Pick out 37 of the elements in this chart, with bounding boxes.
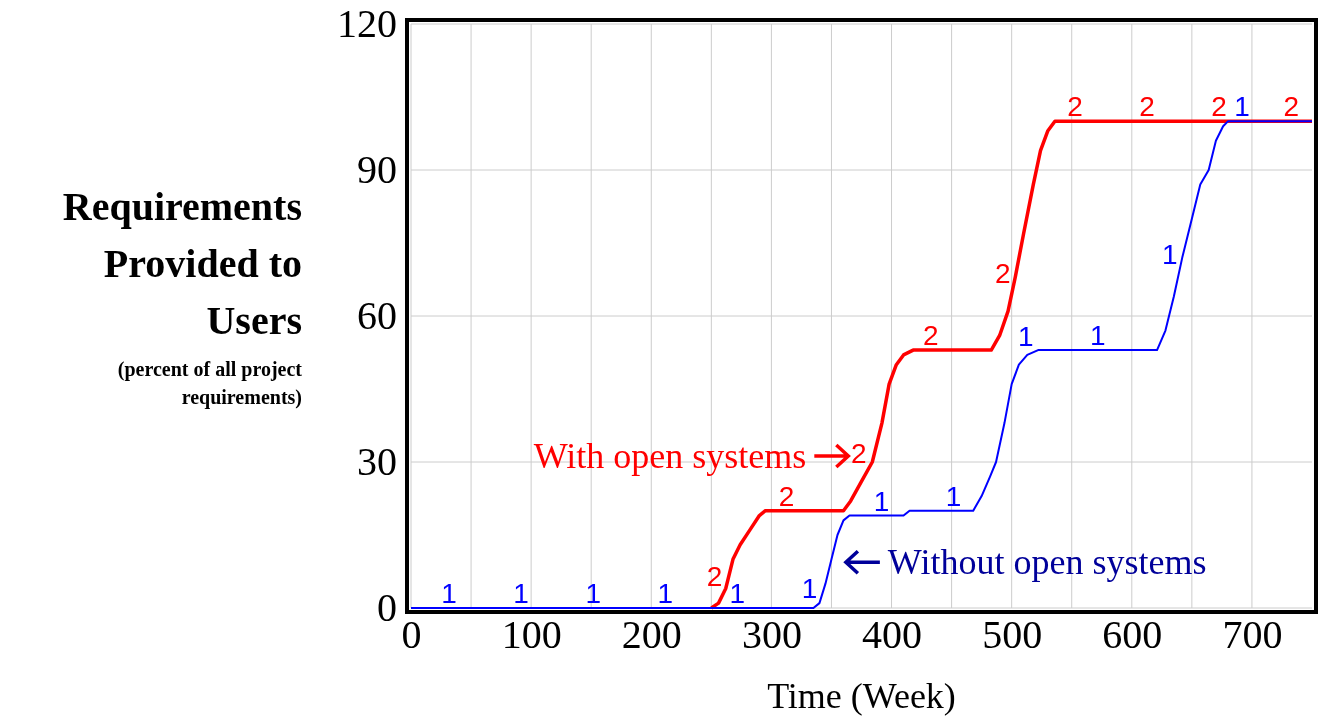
- text: 1: [1089, 320, 1106, 352]
- y-tick-label: 60: [357, 293, 397, 339]
- text: (percent of all project requirements): [117, 358, 303, 409]
- text: 1: [513, 578, 529, 609]
- x-tick-label: 300: [741, 612, 802, 657]
- text: 1: [945, 480, 962, 512]
- y-axis-title: Requirements Provided to Users: [62, 184, 302, 343]
- x-tick-label: 700: [1222, 612, 1283, 657]
- y-tick-label: 30: [357, 439, 397, 485]
- text: 2: [1211, 91, 1227, 123]
- text: 2: [1139, 91, 1155, 123]
- x-tick-label: 500: [982, 612, 1043, 657]
- x-tick-label: 100: [501, 612, 562, 657]
- annotation: With open systems: [533, 436, 807, 476]
- y-tick-label: 90: [357, 147, 397, 193]
- x-axis-title: Time (Week): [767, 676, 956, 716]
- annotation: Without open systems: [887, 542, 1207, 583]
- text: 2: [1067, 91, 1083, 123]
- y-tick-label: 120: [337, 1, 397, 47]
- text: 1: [1162, 238, 1178, 270]
- text: 1: [657, 578, 674, 609]
- text: 1: [585, 578, 601, 609]
- text: 1: [441, 578, 457, 609]
- text: 2: [1283, 91, 1299, 123]
- text: 2: [995, 258, 1011, 290]
- text: 2: [706, 560, 723, 592]
- legend-label: 2: [850, 438, 867, 470]
- text: 1: [1234, 91, 1250, 123]
- text: 2: [778, 480, 795, 512]
- series-label: 1: [1017, 321, 1034, 353]
- x-tick-label: 600: [1102, 612, 1163, 657]
- text: 2: [923, 320, 939, 352]
- x-tick-label: 200: [621, 612, 682, 657]
- text: 1: [801, 573, 818, 605]
- text: 1: [873, 485, 890, 517]
- text: 1: [729, 578, 746, 609]
- x-tick-label: 400: [862, 612, 923, 657]
